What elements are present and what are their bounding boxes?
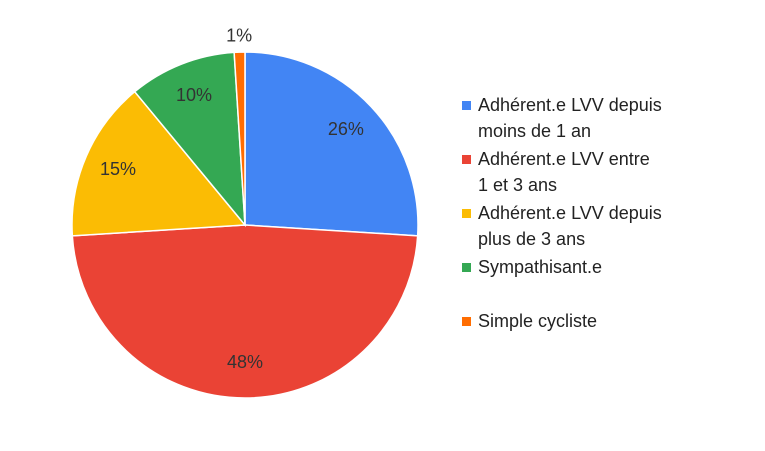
legend-label: Adhérent.e LVV depuis moins de 1 an [478, 95, 662, 141]
legend: Adhérent.e LVV depuis moins de 1 an Adhér… [462, 92, 662, 362]
legend-swatch [462, 263, 471, 272]
pie-slice [244, 51, 419, 237]
data-label: 26% [328, 119, 364, 139]
legend-item: Sympathisant.e [462, 254, 662, 308]
legend-label: Simple cycliste [478, 311, 598, 331]
legend-swatch [462, 155, 471, 164]
data-label: 48% [227, 352, 263, 372]
legend-swatch [462, 101, 471, 110]
data-label: 10% [176, 85, 212, 105]
legend-item: Adhérent.e LVV depuis moins de 1 an [462, 92, 662, 146]
legend-label: Adhérent.e LVV depuis plus de 3 ans [478, 203, 662, 249]
pie-slice [233, 51, 246, 226]
data-label: 1% [226, 25, 252, 45]
legend-item: Simple cycliste [462, 308, 662, 362]
data-label: 15% [100, 159, 136, 179]
pie-slice [71, 90, 247, 237]
legend-item: Adhérent.e LVV entre 1 et 3 ans [462, 146, 662, 200]
legend-label: Sympathisant.e [478, 257, 603, 277]
legend-item: Adhérent.e LVV depuis plus de 3 ans [462, 200, 662, 254]
legend-label: Adhérent.e LVV entre 1 et 3 ans [478, 149, 650, 195]
legend-swatch [462, 209, 471, 218]
pie-slice [71, 224, 419, 399]
legend-swatch [462, 317, 471, 326]
pie-slice [133, 51, 246, 228]
